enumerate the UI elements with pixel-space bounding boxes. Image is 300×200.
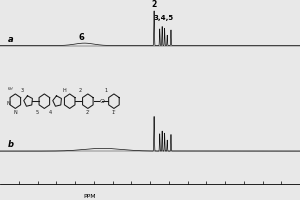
Text: 6: 6 <box>79 33 85 42</box>
Text: 3,4,5: 3,4,5 <box>153 15 174 21</box>
Text: a: a <box>8 35 13 44</box>
Text: b: b <box>8 140 14 149</box>
Text: PPM: PPM <box>84 194 96 199</box>
Text: 2: 2 <box>152 0 157 9</box>
